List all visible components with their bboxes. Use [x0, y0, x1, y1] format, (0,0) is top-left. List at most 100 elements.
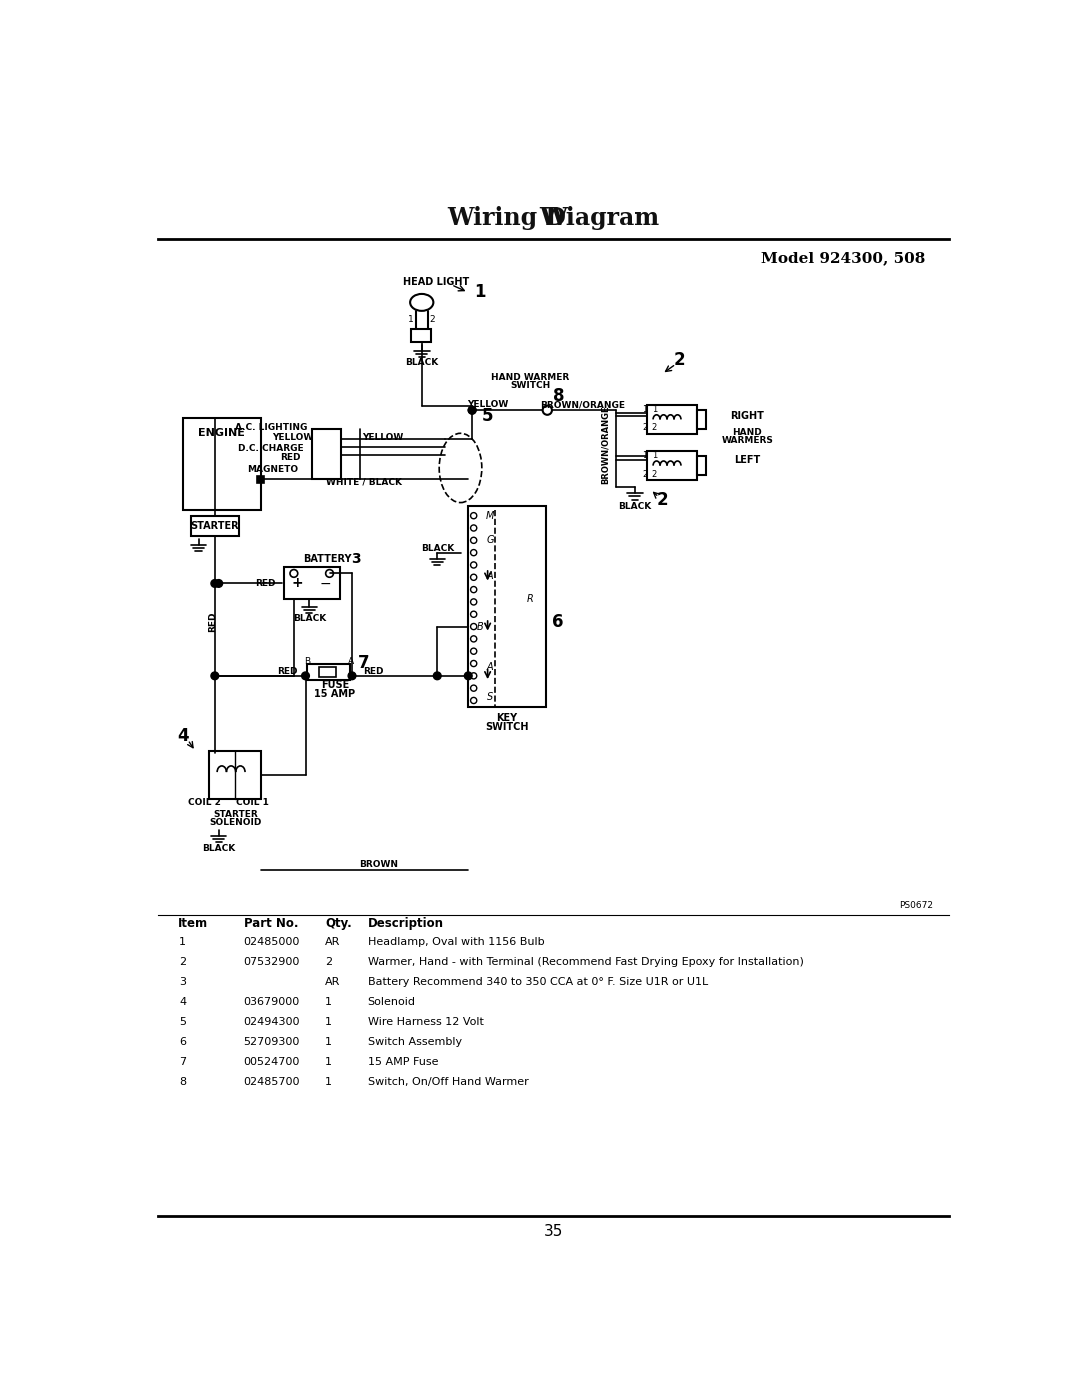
Bar: [183, 418, 260, 510]
Text: RED: RED: [280, 454, 300, 462]
Bar: [191, 517, 239, 536]
Text: 1: 1: [651, 451, 657, 460]
Text: 6: 6: [552, 613, 563, 631]
Text: 8: 8: [553, 387, 565, 405]
Text: Battery Recommend 340 to 350 CCA at 0° F. Size U1R or U1L: Battery Recommend 340 to 350 CCA at 0° F…: [367, 978, 707, 988]
Text: 1: 1: [325, 1038, 332, 1048]
Text: 2: 2: [673, 351, 685, 369]
Bar: [697, 457, 706, 475]
Circle shape: [348, 672, 356, 680]
Bar: [410, 330, 431, 342]
Text: BLACK: BLACK: [405, 358, 438, 367]
Text: YELLOW: YELLOW: [272, 433, 313, 441]
Text: Qty.: Qty.: [325, 918, 352, 930]
Text: A: A: [487, 662, 494, 672]
Bar: [208, 752, 261, 799]
Text: 03679000: 03679000: [243, 997, 300, 1007]
Text: A: A: [487, 571, 494, 581]
Text: 1: 1: [325, 1017, 332, 1027]
Text: STARTER: STARTER: [214, 810, 258, 819]
Bar: [284, 567, 339, 599]
Text: Part No.: Part No.: [243, 918, 298, 930]
Circle shape: [464, 672, 472, 680]
Text: 1: 1: [408, 314, 414, 324]
Text: Warmer, Hand - with Terminal (Recommend Fast Drying Epoxy for Installation): Warmer, Hand - with Terminal (Recommend …: [367, 957, 804, 967]
Text: HEAD LIGHT: HEAD LIGHT: [403, 277, 469, 286]
Text: RED: RED: [276, 668, 297, 676]
Text: 1: 1: [325, 1058, 332, 1067]
Text: Headlamp, Oval with 1156 Bulb: Headlamp, Oval with 1156 Bulb: [367, 937, 544, 947]
Text: STARTER: STARTER: [190, 521, 239, 531]
Text: RED: RED: [208, 612, 217, 633]
Text: SWITCH: SWITCH: [510, 381, 551, 390]
Text: MAGNETO: MAGNETO: [247, 465, 298, 474]
Text: 7: 7: [179, 1058, 187, 1067]
Text: W: W: [539, 205, 568, 229]
Circle shape: [211, 580, 218, 587]
Bar: [647, 451, 697, 481]
Text: FUSE: FUSE: [321, 680, 349, 690]
Text: 4: 4: [177, 726, 189, 745]
Text: COIL 2: COIL 2: [188, 799, 221, 807]
Text: 1: 1: [643, 405, 648, 414]
Text: Wire Harness 12 Volt: Wire Harness 12 Volt: [367, 1017, 484, 1027]
Text: SOLENOID: SOLENOID: [210, 819, 262, 827]
Text: Item: Item: [177, 918, 207, 930]
Text: B: B: [303, 657, 310, 666]
Text: BROWN: BROWN: [360, 861, 399, 869]
Circle shape: [433, 672, 441, 680]
Text: 2: 2: [651, 423, 657, 433]
Bar: [312, 429, 341, 479]
Text: Description: Description: [367, 918, 444, 930]
Text: BROWN/ORANGE: BROWN/ORANGE: [600, 405, 610, 485]
Text: 3: 3: [179, 978, 186, 988]
Text: 2: 2: [643, 423, 648, 433]
Text: 02494300: 02494300: [243, 1017, 300, 1027]
Text: 1: 1: [651, 405, 657, 414]
Text: Model 924300, 508: Model 924300, 508: [761, 251, 926, 265]
Text: HAND: HAND: [732, 427, 762, 437]
Text: HAND WARMER: HAND WARMER: [491, 373, 569, 381]
Text: Wiring Diagram: Wiring Diagram: [447, 205, 660, 229]
Text: 1: 1: [643, 451, 648, 460]
Text: 5: 5: [179, 1017, 186, 1027]
Text: 02485000: 02485000: [243, 937, 300, 947]
Text: S: S: [487, 693, 494, 703]
Text: Solenoid: Solenoid: [367, 997, 416, 1007]
Text: 7: 7: [357, 654, 369, 672]
Text: WARMERS: WARMERS: [721, 436, 773, 444]
Text: 5: 5: [482, 407, 494, 425]
Text: BLACK: BLACK: [293, 613, 326, 623]
Text: Switch Assembly: Switch Assembly: [367, 1038, 461, 1048]
Circle shape: [211, 672, 218, 680]
Bar: [697, 411, 706, 429]
Text: 52709300: 52709300: [243, 1038, 300, 1048]
Text: 15 AMP: 15 AMP: [314, 689, 355, 698]
Bar: [469, 507, 545, 707]
Text: 35: 35: [544, 1224, 563, 1239]
Text: YELLOW: YELLOW: [363, 433, 404, 441]
Text: BATTERY: BATTERY: [303, 553, 351, 564]
Bar: [307, 665, 350, 680]
Text: 2: 2: [325, 957, 332, 967]
Text: 2: 2: [179, 957, 187, 967]
Text: Switch, On/Off Hand Warmer: Switch, On/Off Hand Warmer: [367, 1077, 528, 1087]
Circle shape: [215, 580, 222, 587]
Text: 6: 6: [179, 1038, 186, 1048]
Text: 1: 1: [179, 937, 186, 947]
Text: BLACK: BLACK: [420, 545, 454, 553]
Text: 2: 2: [651, 469, 657, 479]
Text: R: R: [527, 594, 534, 604]
Text: RED: RED: [255, 578, 275, 588]
Text: M: M: [486, 511, 495, 521]
Text: +: +: [292, 577, 303, 591]
Text: COIL 1: COIL 1: [237, 799, 269, 807]
Text: 2: 2: [643, 469, 648, 479]
Text: BLACK: BLACK: [618, 502, 651, 511]
Text: 3: 3: [351, 552, 361, 566]
Circle shape: [301, 672, 309, 680]
Text: 4: 4: [179, 997, 187, 1007]
Text: 1: 1: [325, 997, 332, 1007]
Text: BLACK: BLACK: [202, 844, 235, 852]
Text: PS0672: PS0672: [900, 901, 933, 909]
